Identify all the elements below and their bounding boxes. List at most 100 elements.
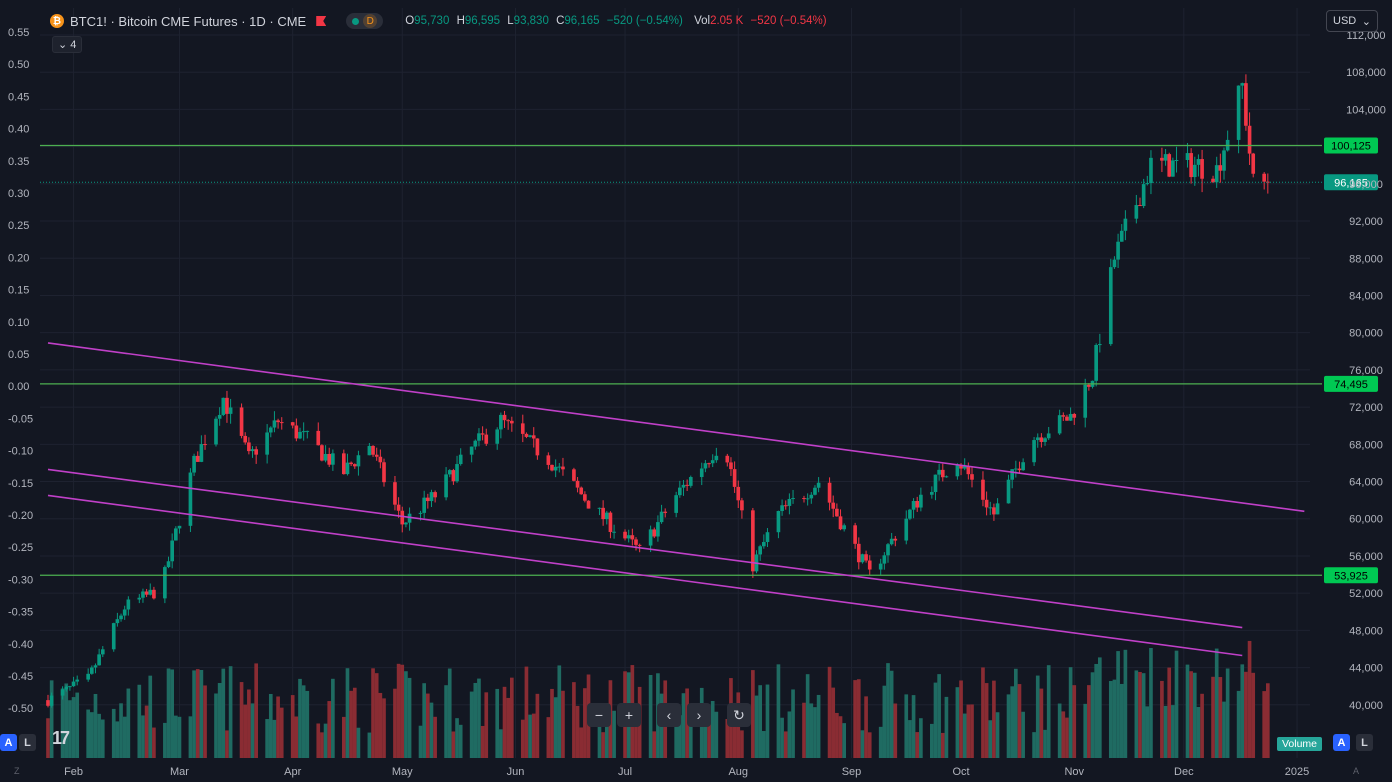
- candle-body: [911, 500, 916, 510]
- volume-bar: [458, 724, 463, 758]
- candle-body: [1014, 468, 1018, 470]
- low-value: 93,830: [513, 15, 549, 27]
- candle-body: [572, 469, 576, 481]
- left-tick-label: -0.30: [8, 574, 33, 586]
- volume-bar: [422, 683, 426, 758]
- candle-body: [637, 544, 642, 546]
- volume-bar: [908, 720, 912, 758]
- candle-body: [685, 484, 689, 486]
- volume-bar: [1200, 693, 1204, 758]
- time-tick-label: May: [392, 766, 413, 778]
- scroll-right-button[interactable]: ›: [687, 703, 711, 727]
- candle-body: [1087, 384, 1091, 387]
- candle-body: [451, 470, 456, 482]
- candle-body: [199, 444, 204, 462]
- left-tick-label: 0.55: [8, 27, 29, 39]
- candle-body: [1119, 230, 1124, 242]
- candle-body: [115, 619, 120, 624]
- volume-bar: [981, 667, 985, 758]
- candle-body: [878, 563, 883, 570]
- price-axis[interactable]: 40,000 44,000 48,000 52,000 56,000 60,000 64,0…: [1346, 30, 1386, 712]
- volume-bar: [1222, 701, 1226, 758]
- candle-body: [349, 462, 353, 465]
- scroll-left-button[interactable]: ‹: [657, 703, 681, 727]
- volume-bar: [575, 705, 580, 758]
- log-scale-right-button[interactable]: L: [1356, 734, 1373, 751]
- high-value: 96,595: [464, 15, 501, 27]
- volume-bar: [290, 695, 295, 758]
- chevron-down-icon: ⌄: [1361, 15, 1371, 28]
- volume-bar: [1160, 680, 1164, 758]
- left-tick-label: 0.05: [8, 349, 29, 361]
- candle-body: [688, 477, 693, 486]
- candle-body: [305, 430, 310, 432]
- candle-body: [64, 686, 69, 690]
- time-tick-label: Jul: [618, 766, 632, 778]
- candle-body: [1057, 415, 1062, 434]
- candle-body: [192, 455, 196, 473]
- candle-body: [553, 466, 558, 471]
- candle-body: [528, 435, 532, 437]
- candle-body: [1039, 437, 1044, 442]
- collapse-indicators-button[interactable]: ⌄ 4: [52, 36, 83, 53]
- candle-body: [813, 487, 817, 495]
- candle-body: [583, 494, 587, 501]
- candle-body: [597, 507, 602, 509]
- candle-body: [648, 529, 653, 546]
- candle-body: [203, 444, 207, 446]
- volume-bar: [199, 669, 204, 758]
- volume-bar: [674, 715, 678, 758]
- candle-body: [68, 686, 72, 688]
- auto-scale-left-button[interactable]: A: [0, 734, 17, 751]
- volume-bar: [473, 682, 478, 758]
- candle-body: [1247, 125, 1252, 154]
- volume-bar: [93, 693, 98, 758]
- candle-body: [1236, 85, 1241, 140]
- volume-bar: [856, 679, 861, 758]
- price-tick-label: 92,000: [1349, 216, 1383, 228]
- volume-bar: [714, 711, 719, 758]
- candle-body: [444, 474, 448, 498]
- horizontal-levels[interactable]: 100,125 74,495 53,925 96,165: [40, 137, 1378, 584]
- interval-badge: D: [363, 14, 378, 28]
- candle-body: [316, 430, 321, 446]
- candle-body: [356, 455, 361, 467]
- candle-body: [429, 492, 434, 502]
- time-axis[interactable]: Feb Mar Apr May Jun Jul Aug Sep Oct Nov Dec 2025: [64, 766, 1309, 778]
- volume-bar: [301, 685, 306, 758]
- candle-body: [1098, 344, 1102, 346]
- volume-bar: [930, 723, 934, 758]
- level-label: 100,125: [1331, 140, 1371, 152]
- volume-badge[interactable]: Volume: [1277, 737, 1323, 751]
- candle-body: [174, 528, 178, 541]
- symbol-title[interactable]: BTC1! · Bitcoin CME Futures · 1D · CME: [70, 13, 307, 29]
- reset-chart-icon[interactable]: ↻: [727, 703, 751, 727]
- auto-scale-right-button[interactable]: A: [1333, 734, 1350, 751]
- zoom-in-button[interactable]: +: [617, 703, 641, 727]
- volume-bar: [816, 694, 821, 758]
- volume-bar: [860, 730, 865, 758]
- volume-bar: [1218, 677, 1223, 758]
- candle-body: [1171, 160, 1175, 177]
- candle-body: [502, 414, 507, 421]
- channel-lines[interactable]: [47, 342, 1305, 657]
- flag-icon[interactable]: [316, 16, 327, 26]
- log-scale-left-button[interactable]: L: [19, 734, 36, 751]
- volume-bar: [546, 717, 551, 758]
- price-tick-label: 112,000: [1347, 30, 1386, 42]
- candle-body: [714, 455, 719, 461]
- volume-bar: [842, 723, 846, 758]
- z-label: Z: [14, 766, 20, 776]
- candle-body: [703, 463, 708, 469]
- candle-body: [575, 480, 580, 488]
- volume-bar: [827, 666, 832, 758]
- zoom-out-button[interactable]: −: [587, 703, 611, 727]
- candle-body: [827, 482, 832, 503]
- candle-body: [710, 460, 715, 464]
- volume-bar: [1061, 711, 1066, 758]
- volume-bar: [864, 696, 868, 758]
- tradingview-logo[interactable]: 17: [52, 728, 70, 748]
- market-status-pill[interactable]: D: [346, 13, 384, 29]
- currency-select[interactable]: USD ⌄: [1326, 10, 1378, 32]
